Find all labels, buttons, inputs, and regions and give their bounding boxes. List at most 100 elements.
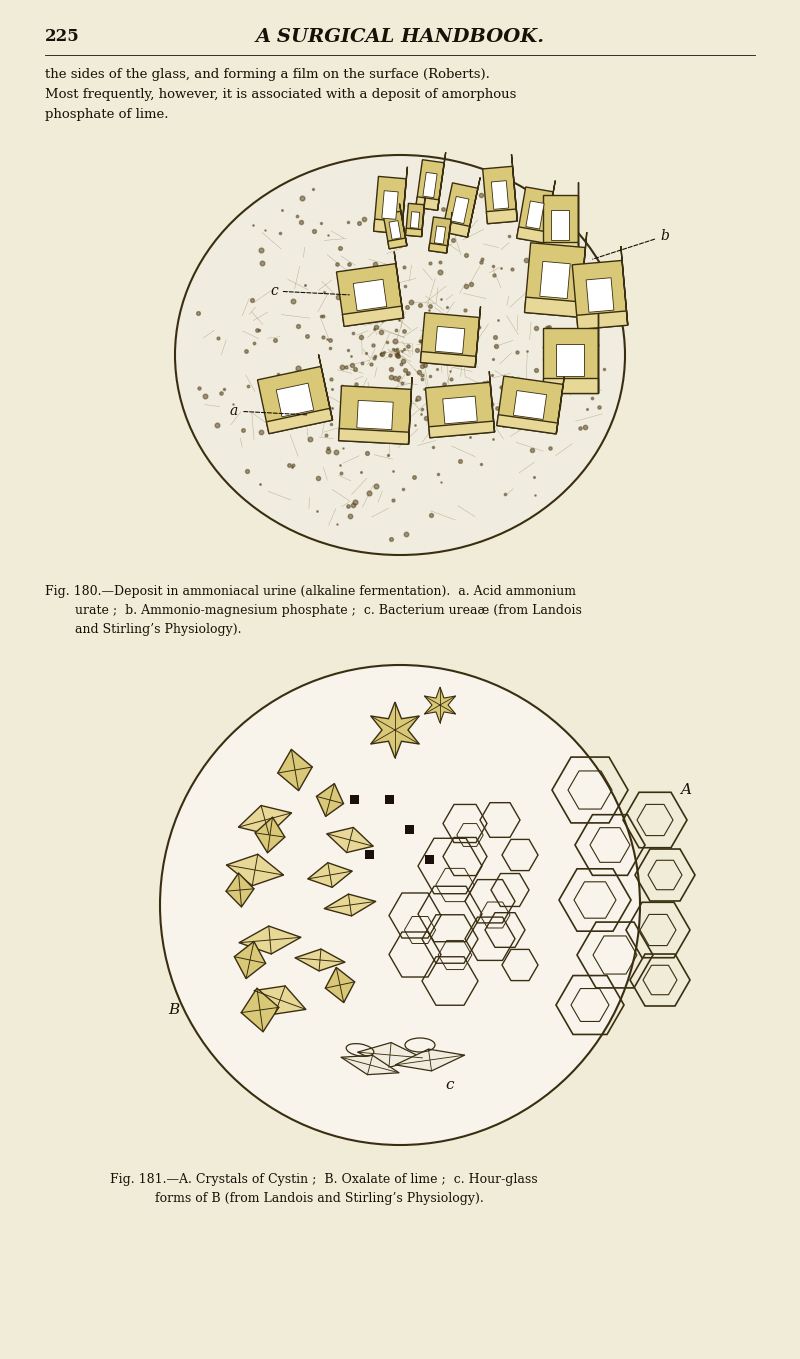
Polygon shape xyxy=(258,367,333,434)
Polygon shape xyxy=(442,222,470,238)
Polygon shape xyxy=(511,154,518,222)
Polygon shape xyxy=(467,178,480,238)
Polygon shape xyxy=(338,428,409,444)
Polygon shape xyxy=(416,160,444,211)
Polygon shape xyxy=(295,949,345,970)
Polygon shape xyxy=(579,232,586,317)
Polygon shape xyxy=(514,390,546,420)
Polygon shape xyxy=(226,872,254,906)
Polygon shape xyxy=(423,173,437,197)
Circle shape xyxy=(160,665,640,1146)
Polygon shape xyxy=(374,177,406,234)
Polygon shape xyxy=(442,183,478,238)
Polygon shape xyxy=(429,243,447,253)
Text: a: a xyxy=(230,404,307,419)
Polygon shape xyxy=(490,371,494,432)
Polygon shape xyxy=(422,198,425,236)
Polygon shape xyxy=(434,226,446,245)
Polygon shape xyxy=(425,688,455,723)
Text: c: c xyxy=(446,1078,454,1093)
Text: 225: 225 xyxy=(45,29,80,45)
Polygon shape xyxy=(429,421,494,438)
Polygon shape xyxy=(435,326,465,353)
Polygon shape xyxy=(342,306,403,326)
Polygon shape xyxy=(540,261,570,299)
Bar xyxy=(350,795,359,805)
Polygon shape xyxy=(239,925,301,954)
Polygon shape xyxy=(482,166,518,224)
Text: forms of B (from Landois and Stirling’s Physiology).: forms of B (from Landois and Stirling’s … xyxy=(155,1192,484,1205)
Polygon shape xyxy=(341,1056,399,1075)
Polygon shape xyxy=(497,414,558,434)
Bar xyxy=(365,849,374,859)
Text: and Stirling’s Physiology).: and Stirling’s Physiology). xyxy=(75,622,242,636)
Polygon shape xyxy=(621,246,628,325)
Polygon shape xyxy=(370,703,419,758)
Polygon shape xyxy=(542,242,578,255)
Polygon shape xyxy=(241,988,279,1031)
Polygon shape xyxy=(556,374,565,434)
Polygon shape xyxy=(327,828,373,852)
Text: B: B xyxy=(168,1003,179,1017)
Polygon shape xyxy=(475,307,481,367)
Polygon shape xyxy=(234,942,266,978)
Bar xyxy=(425,855,434,864)
Polygon shape xyxy=(326,968,354,1003)
Polygon shape xyxy=(406,204,424,236)
Bar xyxy=(385,795,394,805)
Text: A: A xyxy=(680,783,691,796)
Polygon shape xyxy=(383,211,407,249)
Text: phosphate of lime.: phosphate of lime. xyxy=(45,107,169,121)
Polygon shape xyxy=(525,243,586,317)
Polygon shape xyxy=(409,378,412,444)
Polygon shape xyxy=(394,251,403,318)
Polygon shape xyxy=(544,181,555,243)
Text: A SURGICAL HANDBOOK.: A SURGICAL HANDBOOK. xyxy=(255,29,545,46)
Polygon shape xyxy=(337,264,403,326)
Polygon shape xyxy=(451,197,469,224)
Polygon shape xyxy=(238,806,291,834)
Polygon shape xyxy=(421,352,476,367)
Polygon shape xyxy=(399,204,407,246)
Polygon shape xyxy=(357,401,393,429)
Text: Fig. 180.—Deposit in ammoniacal urine (alkaline fermentation).  a. Acid ammonium: Fig. 180.—Deposit in ammoniacal urine (a… xyxy=(45,584,576,598)
Polygon shape xyxy=(429,217,451,253)
Polygon shape xyxy=(278,749,312,791)
Polygon shape xyxy=(254,985,306,1014)
Text: b: b xyxy=(593,230,669,260)
Polygon shape xyxy=(354,280,386,311)
Polygon shape xyxy=(410,212,420,228)
Polygon shape xyxy=(486,209,518,224)
Polygon shape xyxy=(517,227,546,243)
Polygon shape xyxy=(402,167,407,234)
Text: the sides of the glass, and forming a film on the surface (Roberts).: the sides of the glass, and forming a fi… xyxy=(45,68,490,82)
Polygon shape xyxy=(276,383,314,417)
Polygon shape xyxy=(438,152,446,211)
Polygon shape xyxy=(266,408,333,434)
Polygon shape xyxy=(421,313,479,367)
Polygon shape xyxy=(526,201,544,230)
Text: Most frequently, however, it is associated with a deposit of amorphous: Most frequently, however, it is associat… xyxy=(45,88,516,101)
Polygon shape xyxy=(446,212,452,253)
Polygon shape xyxy=(226,855,283,886)
Polygon shape xyxy=(317,784,343,817)
Polygon shape xyxy=(517,188,554,243)
Polygon shape xyxy=(255,817,285,853)
Polygon shape xyxy=(358,1042,422,1067)
Text: Fig. 181.—A. Crystals of Cystin ;  B. Oxalate of lime ;  c. Hour-glass: Fig. 181.—A. Crystals of Cystin ; B. Oxa… xyxy=(110,1173,538,1186)
Polygon shape xyxy=(308,863,352,887)
Text: c: c xyxy=(270,284,350,298)
Polygon shape xyxy=(318,355,333,420)
Polygon shape xyxy=(551,211,569,241)
Bar xyxy=(405,825,414,834)
Polygon shape xyxy=(497,376,563,434)
Polygon shape xyxy=(374,219,402,234)
Polygon shape xyxy=(426,382,494,438)
Ellipse shape xyxy=(175,155,625,554)
Text: urate ;  b. Ammonio-magnesium phosphate ;  c. Bacterium ureaæ (from Landois: urate ; b. Ammonio-magnesium phosphate ;… xyxy=(75,603,582,617)
Polygon shape xyxy=(556,344,584,376)
Polygon shape xyxy=(577,311,628,329)
Polygon shape xyxy=(525,298,581,317)
Polygon shape xyxy=(542,328,598,393)
Polygon shape xyxy=(416,197,439,211)
